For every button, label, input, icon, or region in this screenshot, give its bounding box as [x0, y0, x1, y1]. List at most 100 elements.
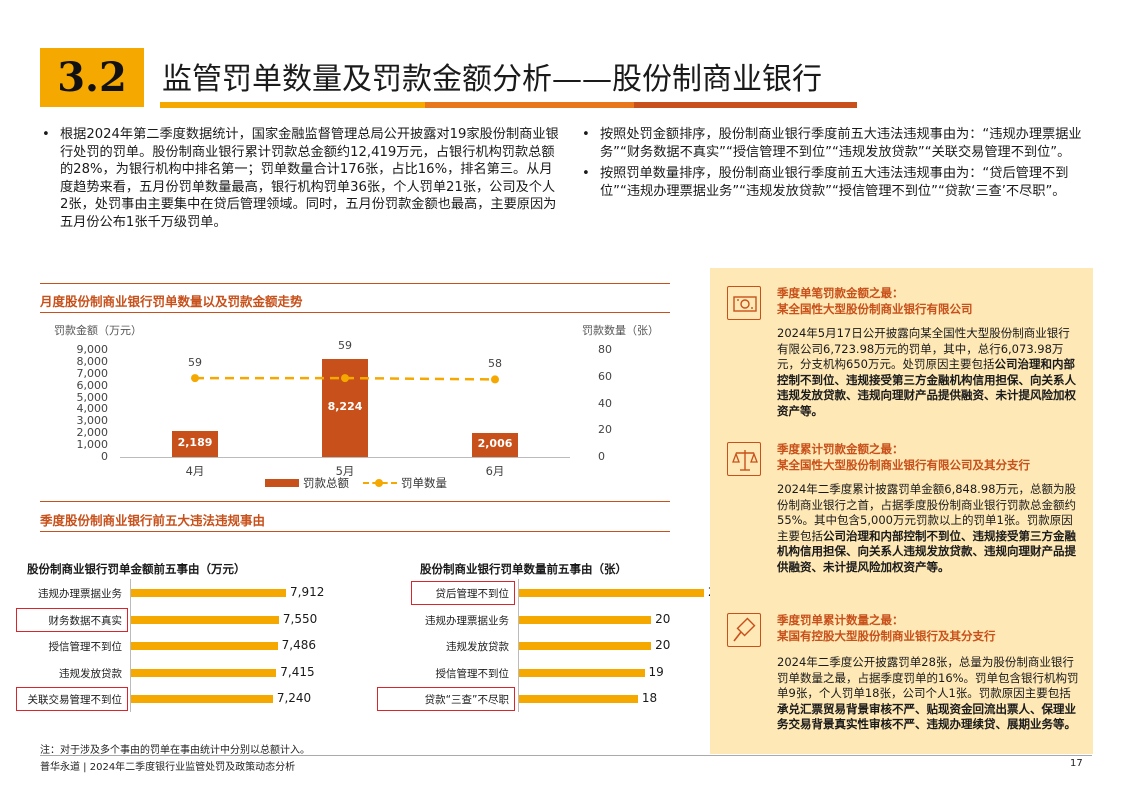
- hbar-value-label: 7,912: [290, 585, 325, 599]
- intro-right-bullet-2: 按照罚单数量排序，股份制商业银行季度前五大违法违规事由为：“贷后管理不到位”“违…: [580, 165, 1090, 200]
- panel-body-bold: 公司治理和内部控制不到位、违规接受第三方金融机构信用担保、向关系人违规发放贷款、…: [777, 357, 1076, 418]
- hbar-category-label: 授信管理不到位: [435, 667, 510, 680]
- hbar-category-label: 违规发放贷款: [446, 641, 509, 653]
- hbar-value-label: 7,550: [282, 611, 318, 626]
- amount-bar-label: 8,224: [327, 400, 363, 414]
- hbar: [519, 642, 652, 650]
- panel-heading-line2: 某国有控股大型股份制商业银行及其分支行: [777, 628, 996, 643]
- panel-body: 2024年5月17日公开披露向某全国性大型股份制商业银行有限公司6,723.98…: [777, 326, 1080, 419]
- right-tick-label: 80: [598, 343, 612, 356]
- highlights-panel: [710, 268, 1093, 754]
- panel-heading-line1: 季度单笔罚款金额之最：: [777, 286, 904, 300]
- highlight-box: [16, 687, 128, 711]
- hbar: [519, 668, 645, 677]
- footer-rule: [40, 755, 1092, 756]
- panel-body: 2024年二季度累计披露罚单金额6,848.98万元，总额为股份制商业银行之首，…: [777, 482, 1080, 575]
- amount-bar: [472, 433, 518, 457]
- footer-source: 普华永道 | 2024年二季度银行业监管处罚及政策动态分析: [40, 762, 296, 773]
- amount-bar-label: 2,189: [177, 435, 213, 449]
- page-number: 17: [1070, 758, 1083, 769]
- hbar: [131, 695, 273, 703]
- hbar-value-label: 19: [648, 664, 664, 679]
- x-tick-label: 6月: [485, 464, 505, 478]
- scale-icon: [727, 442, 761, 476]
- right-tick-label: 60: [598, 369, 612, 383]
- monthly-chart-title-rule: [40, 312, 670, 313]
- hbar: [519, 615, 652, 624]
- panel-body-plain: 2024年5月17日公开披露向某全国性大型股份制商业银行有限公司6,723.98…: [777, 326, 1070, 371]
- left-axis-title: 罚款金额（万元）: [54, 324, 142, 337]
- count-label: 59: [338, 339, 352, 353]
- section-number-badge: 3.2: [40, 48, 144, 107]
- panel-heading-line2: 某全国性大型股份制商业银行有限公司: [777, 301, 973, 316]
- panel-heading: 季度单笔罚款金额之最： 某全国性大型股份制商业银行有限公司: [777, 286, 1087, 317]
- left-tick-label: 0: [101, 450, 108, 463]
- hbar-category-label: 违规发放贷款: [59, 667, 122, 680]
- hbar-axis: [518, 579, 519, 712]
- intro-right-bullet-1: 按照处罚金额排序，股份制商业银行季度前五大违法违规事由为：“违规办理票据业务”“…: [580, 126, 1090, 161]
- money-icon: [727, 286, 761, 320]
- amount-bar-label: 2,006: [477, 437, 513, 451]
- left-tick-label: 3,000: [76, 414, 109, 428]
- hbar: [131, 642, 278, 650]
- intro-right: 按照处罚金额排序，股份制商业银行季度前五大违法违规事由为：“违规办理票据业务”“…: [580, 126, 1090, 204]
- hbar: [131, 589, 286, 597]
- panel-heading-line1: 季度罚单累计数量之最：: [777, 613, 904, 627]
- count-chart-title: 股份制商业银行罚单数量前五事由（张）: [420, 562, 627, 576]
- legend-bar-label: 罚款总额: [303, 476, 349, 490]
- hbar-value-label: 7,415: [280, 664, 315, 679]
- hbar-value-label: 7,486: [281, 638, 316, 652]
- amount-bar: [172, 430, 218, 457]
- hbar: [131, 668, 277, 677]
- panel-section-count: 季度罚单累计数量之最： 某国有控股大型股份制商业银行及其分支行 2024年二季度…: [727, 613, 1087, 753]
- footnote: 注：对于涉及多个事由的罚单在事由统计中分别以总额计入。: [40, 745, 310, 756]
- count-point: [191, 374, 199, 383]
- hbar: [519, 589, 704, 597]
- highlight-box: [377, 687, 515, 711]
- monthly-chart-legend: 罚款总额 罚单数量: [265, 475, 447, 491]
- hbar-category-label: 违规办理票据业务: [425, 614, 509, 627]
- panel-section-single-fine: 季度单笔罚款金额之最： 某全国性大型股份制商业银行有限公司 2024年5月17日…: [727, 286, 1087, 436]
- hbar: [131, 615, 279, 624]
- highlight-box: [16, 607, 128, 632]
- hbar-category-label: 授信管理不到位: [48, 641, 123, 653]
- hbar-category-label: 关联交易管理不到位: [27, 694, 123, 706]
- left-tick-label: 8,000: [76, 354, 109, 368]
- panel-heading-line1: 季度累计罚款金额之最：: [777, 442, 904, 456]
- top5-top-rule: [40, 501, 670, 502]
- top5-title-rule: [40, 531, 670, 532]
- left-tick-label: 1,000: [76, 438, 109, 452]
- amount-chart-title: 股份制商业银行罚单金额前五事由（万元）: [27, 562, 246, 576]
- left-tick-label: 4,000: [76, 402, 109, 416]
- right-tick-label: 40: [598, 396, 612, 410]
- gavel-icon: [727, 613, 761, 647]
- right-axis-title: 罚款数量（张）: [582, 324, 659, 337]
- highlight-box: [411, 581, 515, 605]
- panel-body: 2024年二季度公开披露罚单28张，总量为股份制商业银行罚单数量之最，占据季度罚…: [777, 655, 1080, 733]
- hbar-category-label: 违规办理票据业务: [38, 588, 122, 600]
- right-tick-label: 0: [598, 450, 605, 463]
- hbar-category-label: 贷款“三查”不尽职: [424, 694, 509, 706]
- panel-body-bold: 公司治理和内部控制不到位、违规接受第三方金融机构信用担保、向关系人违规发放贷款、…: [777, 528, 1076, 574]
- left-tick-label: 5,000: [76, 390, 109, 404]
- hbar-value-label: 20: [655, 611, 671, 626]
- count-point: [491, 375, 499, 384]
- legend-line-label: 罚单数量: [401, 476, 447, 490]
- left-tick-label: 6,000: [76, 378, 109, 392]
- hbar: [519, 695, 638, 703]
- left-tick-label: 2,000: [76, 426, 109, 440]
- panel-body-plain: 2024年二季度累计披露罚单金额6,848.98万元，总额为股份制商业银行之首，…: [777, 482, 1076, 543]
- hbar-value-label: 18: [641, 691, 658, 705]
- hbar-category-label: 贷后管理不到位: [435, 588, 510, 600]
- hbar-value-label: 20: [655, 638, 671, 652]
- title-underline: [160, 102, 857, 108]
- panel-body-bold: 承兑汇票贸易背景审核不严、贴现资金回流出票人、保理业务交易背景真实性审核不严、违…: [777, 701, 1076, 732]
- monthly-chart-top-rule: [40, 283, 670, 284]
- hbar-category-label: 财务数据不真实: [48, 614, 123, 627]
- intro-left: 根据2024年第二季度数据统计，国家金融监督管理总局公开披露对19家股份制商业银…: [40, 126, 560, 235]
- x-tick-label: 5月: [335, 464, 355, 478]
- panel-heading: 季度累计罚款金额之最： 某全国性大型股份制商业银行有限公司及其分支行: [777, 442, 1087, 473]
- left-tick-label: 9,000: [76, 343, 109, 356]
- count-label: 58: [488, 357, 502, 371]
- panel-body-plain: 2024年二季度公开披露罚单28张，总量为股份制商业银行罚单数量之最，占据季度罚…: [777, 655, 1079, 700]
